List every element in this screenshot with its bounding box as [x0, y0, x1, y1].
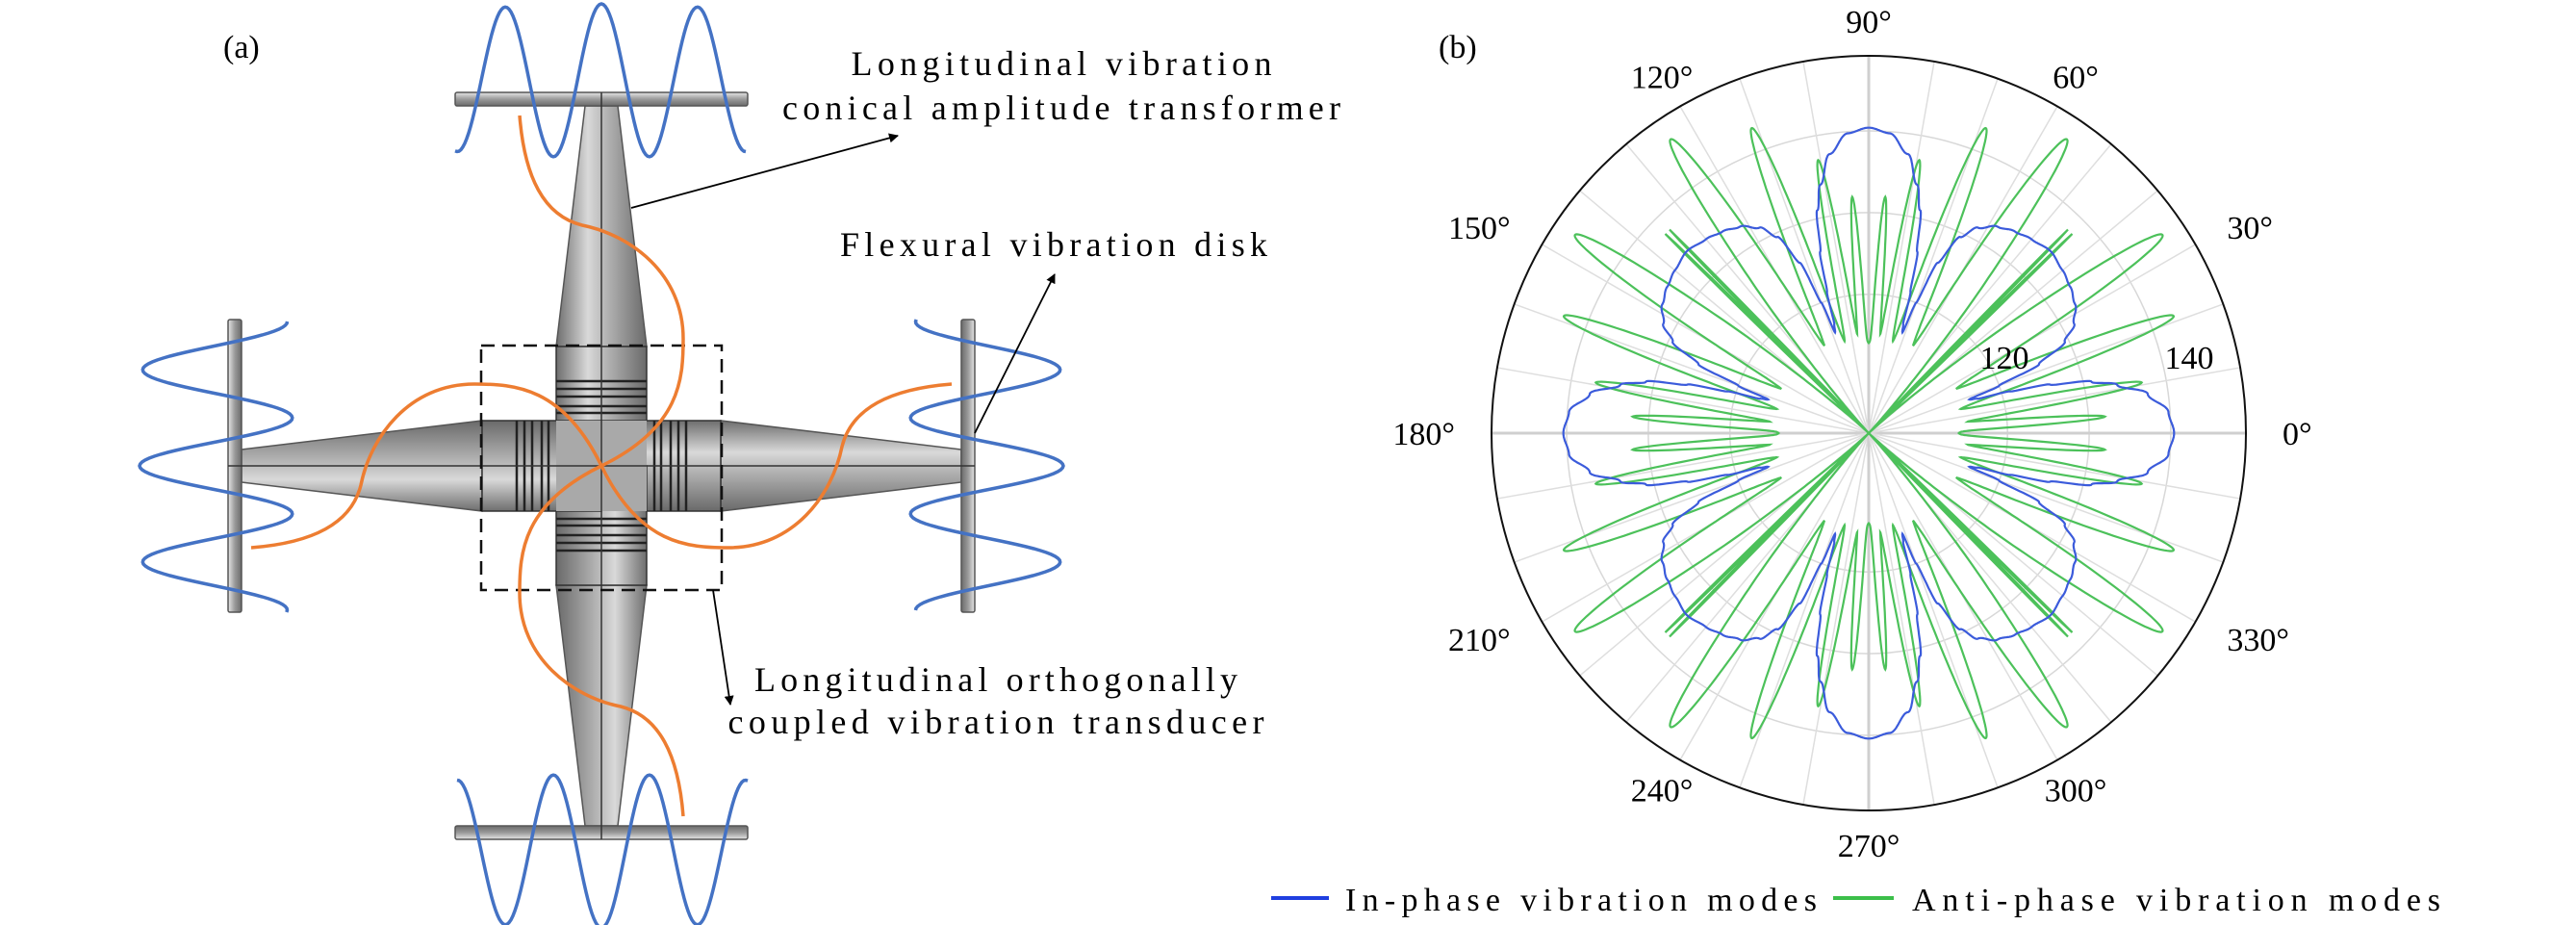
panel-a-label: (a) — [223, 30, 260, 65]
theta-gridline — [1868, 61, 1935, 434]
theta-gridline — [1802, 432, 1870, 806]
legend-label-anti-phase: Anti-phase vibration modes — [1912, 883, 2440, 918]
theta-gridline — [1868, 432, 2224, 563]
transducer-label-line2: coupled vibration transducer — [728, 703, 1264, 741]
theta-gridline — [1514, 303, 1870, 434]
theta-tick-label: 30° — [2227, 211, 2273, 246]
transducer-arm — [454, 91, 749, 467]
theta-gridline — [1868, 78, 1999, 434]
disk-arrow — [974, 273, 1056, 434]
theta-gridline — [1868, 432, 1935, 806]
theta-gridline — [1514, 432, 1870, 563]
theta-tick-label: 330° — [2227, 623, 2289, 658]
theta-tick-labels: 0° 30° 60° 90° 120° 150° 180° 210° 240° 270° 300° 3… — [1392, 5, 2311, 864]
theta-tick-label: 300° — [2045, 774, 2107, 809]
theta-tick-label: 90° — [1846, 5, 1892, 40]
theta-tick-label: 60° — [2053, 60, 2099, 95]
theta-tick-label: 240° — [1631, 774, 1694, 809]
theta-tick-label: 210° — [1448, 623, 1511, 658]
theta-gridline — [1739, 78, 1870, 434]
theta-tick-label: 0° — [2283, 417, 2312, 452]
transducer-arrow — [712, 589, 734, 706]
polar-frame — [1491, 55, 2247, 811]
horn-label-line2: conical amplitude transformer — [782, 89, 1340, 127]
transducer-dashed-box — [479, 344, 724, 592]
longitudinal-wave-curve — [518, 115, 685, 468]
legend-label-in-phase: In-phase vibration modes — [1345, 883, 1817, 918]
theta-tick-label: 180° — [1392, 417, 1455, 452]
theta-tick-label: 150° — [1448, 211, 1511, 246]
theta-gridline — [1739, 432, 1870, 788]
polar-plot: 0° 30° 60° 90° 120° 150° 180° 210° 240° 270° 300° 3… — [1392, 5, 2311, 864]
anti-phase-series-line — [1562, 126, 2176, 740]
r-tick-label-140: 140 — [2165, 341, 2214, 376]
theta-tick-label: 270° — [1838, 829, 1900, 864]
theta-tick-label: 120° — [1631, 60, 1694, 95]
theta-gridline — [1868, 303, 2224, 434]
transducer-label-line1: Longitudinal orthogonally — [754, 660, 1237, 699]
theta-gridline — [1496, 432, 1870, 500]
polar-curves — [1562, 126, 2176, 740]
theta-gridline — [1868, 432, 2241, 500]
horn-label-line1: Longitudinal vibration — [852, 44, 1272, 83]
panel-b-label: (b) — [1439, 30, 1477, 65]
horn-arrow — [630, 133, 899, 209]
theta-gridline — [1802, 61, 1870, 434]
transducer-diagram — [138, 2, 1065, 925]
flexural-wave-curve — [454, 2, 747, 159]
legend: In-phase vibration modes Anti-phase vibr… — [1271, 883, 2440, 918]
theta-gridline — [1868, 367, 2241, 434]
in-phase-series-line — [1562, 126, 2176, 740]
disk-label: Flexural vibration disk — [840, 225, 1267, 264]
theta-gridline — [1496, 367, 1870, 434]
theta-gridline — [1868, 432, 1999, 788]
r-tick-label-120: 120 — [1980, 341, 2029, 376]
